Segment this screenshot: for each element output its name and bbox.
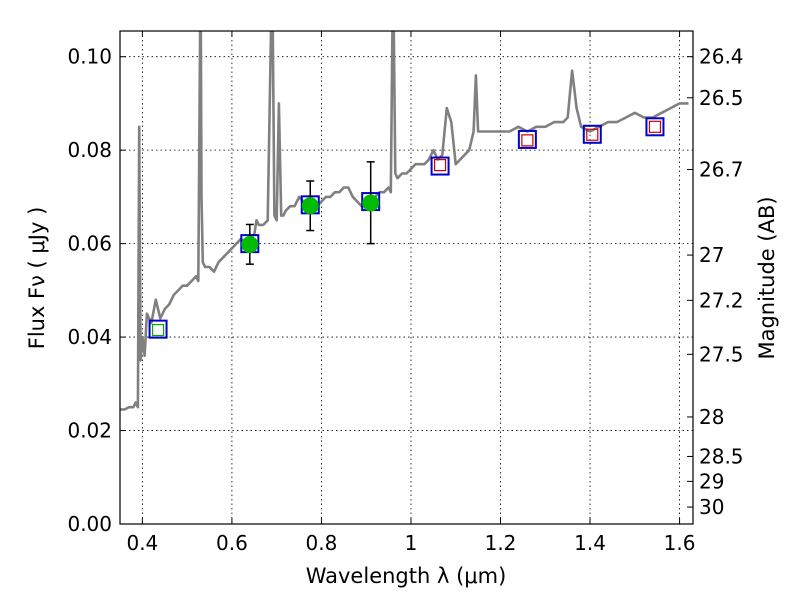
x-tick-label: 0.8 <box>306 531 338 555</box>
x-tick-label: 0.4 <box>126 531 158 555</box>
y-tick-label: 0.02 <box>67 419 112 443</box>
y-tick-label: 0.00 <box>67 512 112 536</box>
magnitude-tick-label: 26.4 <box>699 45 744 69</box>
upper-limit-marker <box>586 128 599 141</box>
x-axis-label: Wavelength λ (μm) <box>306 564 507 588</box>
model-box-marker <box>517 129 537 149</box>
model-spectrum-line <box>120 31 689 411</box>
magnitude-tick-label: 27.5 <box>699 342 744 366</box>
upper-limit-marker <box>521 134 534 147</box>
y-tick-label: 0.10 <box>67 45 112 69</box>
observed-point <box>301 197 319 215</box>
model-box-marker <box>645 117 665 137</box>
photometry-layer <box>148 117 665 339</box>
magnitude-tick-label: 28.5 <box>699 444 744 468</box>
open-green-marker <box>151 323 165 337</box>
x-tick-label: 1.2 <box>485 531 517 555</box>
model-spectrum-layer <box>120 31 689 411</box>
model-box-marker <box>148 319 168 339</box>
observed-point <box>362 194 380 212</box>
magnitude-tick-label: 26.7 <box>699 157 744 181</box>
magnitude-tick-label: 26.5 <box>699 86 744 110</box>
x-tick-label: 0.6 <box>216 531 248 555</box>
y-tick-label: 0.08 <box>67 138 112 162</box>
axis-ticks <box>120 31 693 525</box>
magnitude-tick-label: 30 <box>699 495 724 519</box>
x-tick-label: 1.6 <box>664 531 696 555</box>
y-axis-label: Flux Fν ( μJy ) <box>25 207 49 350</box>
magnitude-tick-label: 27.2 <box>699 288 744 312</box>
upper-limit-marker <box>433 159 447 172</box>
model-box-marker <box>430 156 450 176</box>
magnitude-tick-label: 29 <box>699 469 724 493</box>
model-box-marker <box>582 124 602 144</box>
y-tick-label: 0.06 <box>67 232 112 256</box>
plot-frame <box>119 30 694 525</box>
grid <box>120 31 693 525</box>
tick-labels: 0.4 0.6 0.8 1 1.2 1.4 1.6 0.00 0.02 0.04 0.06 0.08 0… <box>67 45 743 555</box>
x-tick-label: 1 <box>405 531 418 555</box>
y2-axis-label: Magnitude (AB) <box>755 196 779 359</box>
observed-point <box>241 236 259 254</box>
x-tick-label: 1.4 <box>574 531 606 555</box>
magnitude-tick-label: 27 <box>699 243 724 267</box>
upper-limit-marker <box>648 120 662 133</box>
magnitude-tick-label: 28 <box>699 405 724 429</box>
y-tick-label: 0.04 <box>67 325 112 349</box>
